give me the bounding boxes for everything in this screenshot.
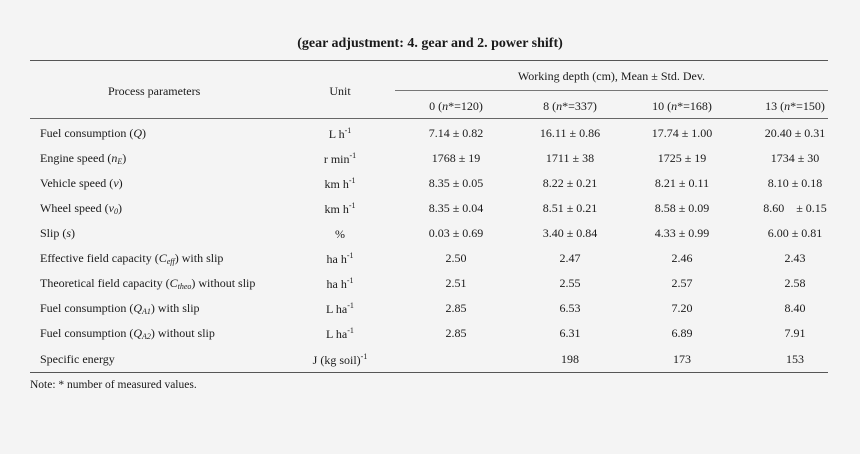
row-unit: % bbox=[335, 227, 345, 241]
row-value: 2.50 bbox=[445, 251, 467, 265]
row-value: 2.57 bbox=[671, 276, 693, 290]
row-value: 1734 ± 30 bbox=[770, 151, 820, 165]
row-value: 2.85 bbox=[445, 301, 467, 315]
row-value: 8.21 ± 0.11 bbox=[654, 176, 710, 190]
header-depth-10: 10 (n*=168) bbox=[652, 99, 712, 113]
row-parameter: Vehicle speed (v) bbox=[40, 176, 123, 190]
header-rule bbox=[30, 118, 828, 119]
row-value: 1768 ± 19 bbox=[431, 151, 481, 165]
row-value: 2.55 bbox=[559, 276, 581, 290]
row-value: 2.47 bbox=[559, 251, 581, 265]
header-working-depth: Working depth (cm), Mean ± Std. Dev. bbox=[517, 69, 706, 83]
row-parameter: Slip (s) bbox=[40, 226, 76, 240]
working-depth-rule bbox=[395, 90, 828, 91]
header-depth-0: 0 (n*=120) bbox=[429, 99, 483, 113]
table-note: Note: * number of measured values. bbox=[30, 379, 197, 391]
row-unit: J (kg soil)-1 bbox=[312, 352, 368, 367]
row-value: 7.20 bbox=[671, 301, 693, 315]
row-value: 4.33 ± 0.99 bbox=[654, 226, 710, 240]
row-value: 8.51 ± 0.21 bbox=[542, 201, 598, 215]
header-depth-13: 13 (n*=150) bbox=[765, 99, 825, 113]
row-value: 8.10 ± 0.18 bbox=[767, 176, 823, 190]
row-value: 6.53 bbox=[559, 301, 581, 315]
row-unit: ha h-1 bbox=[326, 276, 354, 291]
row-value: 8.35 ± 0.04 bbox=[428, 201, 484, 215]
row-value: 8.40 bbox=[784, 301, 806, 315]
row-value: 8.60 ± 0.15 bbox=[763, 201, 827, 215]
row-value: 16.11 ± 0.86 bbox=[539, 126, 601, 140]
header-unit: Unit bbox=[329, 84, 351, 98]
row-parameter: Wheel speed (v0) bbox=[40, 201, 122, 216]
header-process-parameters: Process parameters bbox=[108, 84, 201, 98]
row-value: 2.46 bbox=[671, 251, 693, 265]
row-value: 3.40 ± 0.84 bbox=[542, 226, 598, 240]
row-unit: L ha-1 bbox=[326, 326, 354, 341]
row-value: 7.14 ± 0.82 bbox=[428, 126, 484, 140]
row-unit: km h-1 bbox=[324, 201, 356, 216]
row-value: 6.00 ± 0.81 bbox=[767, 226, 823, 240]
row-value: 20.40 ± 0.31 bbox=[764, 126, 826, 140]
header-depth-8: 8 (n*=337) bbox=[543, 99, 597, 113]
row-unit: r min-1 bbox=[323, 151, 357, 166]
row-value: 8.35 ± 0.05 bbox=[428, 176, 484, 190]
row-parameter: Specific energy bbox=[40, 352, 115, 366]
row-parameter: Fuel consumption (Q) bbox=[40, 126, 146, 140]
row-value: 7.91 bbox=[784, 326, 806, 340]
row-value: 17.74 ± 1.00 bbox=[651, 126, 713, 140]
row-value: 173 bbox=[673, 352, 691, 366]
table-title: (gear adjustment: 4. gear and 2. power s… bbox=[297, 36, 563, 51]
row-value: 8.58 ± 0.09 bbox=[654, 201, 710, 215]
row-value: 1725 ± 19 bbox=[657, 151, 707, 165]
row-parameter: Effective field capacity (Ceff) with sli… bbox=[40, 251, 224, 266]
row-parameter: Fuel consumption (QA1) with slip bbox=[40, 301, 200, 316]
row-value: 6.89 bbox=[671, 326, 693, 340]
row-unit: L h-1 bbox=[328, 126, 352, 141]
top-rule bbox=[30, 60, 828, 62]
row-parameter: Engine speed (nE) bbox=[40, 151, 127, 166]
row-unit: L ha-1 bbox=[326, 301, 354, 316]
row-parameter: Theoretical field capacity (Ctheo) witho… bbox=[40, 276, 256, 291]
row-value: 8.22 ± 0.21 bbox=[542, 176, 598, 190]
row-value: 2.58 bbox=[784, 276, 806, 290]
row-value: 0.03 ± 0.69 bbox=[428, 226, 484, 240]
row-value: 2.85 bbox=[445, 326, 467, 340]
row-value: 2.43 bbox=[784, 251, 806, 265]
row-value: 2.51 bbox=[445, 276, 467, 290]
row-unit: ha h-1 bbox=[326, 251, 354, 266]
row-unit: km h-1 bbox=[324, 176, 356, 191]
row-value: 153 bbox=[786, 352, 804, 366]
row-value: 6.31 bbox=[559, 326, 581, 340]
row-parameter: Fuel consumption (QA2) without slip bbox=[40, 326, 215, 341]
row-value: 198 bbox=[561, 352, 579, 366]
bottom-rule bbox=[30, 372, 828, 374]
row-value: 1711 ± 38 bbox=[545, 151, 595, 165]
